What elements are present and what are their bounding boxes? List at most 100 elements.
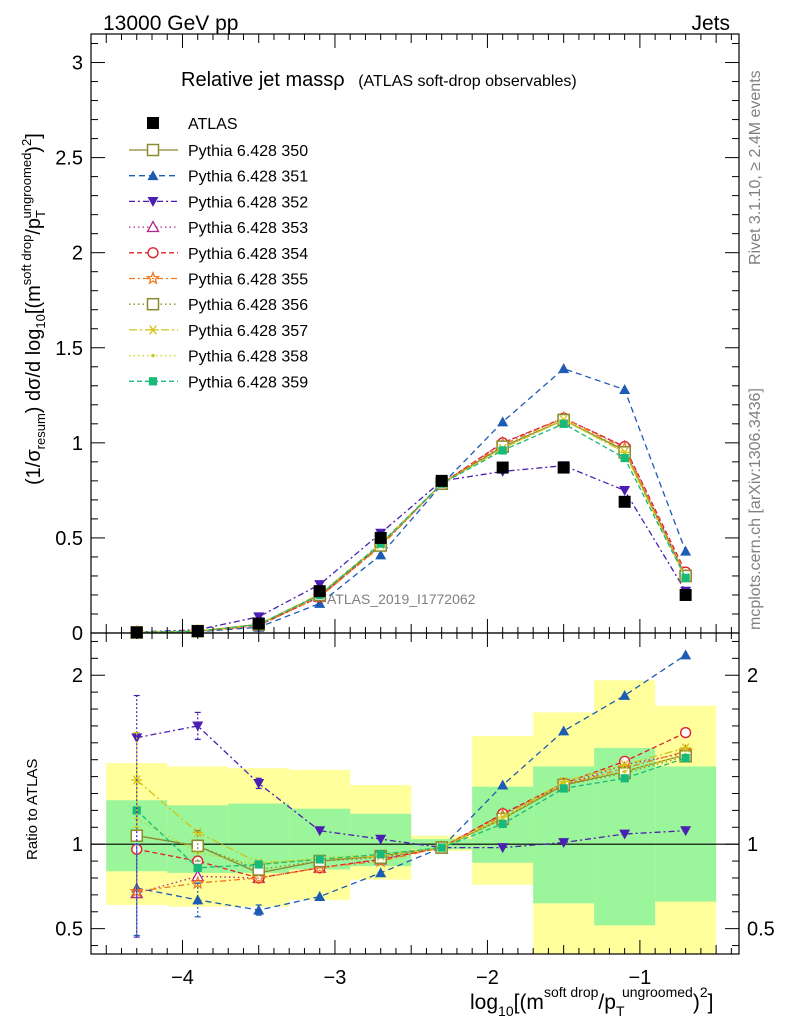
- x-axis-label: log10[(msoft drop/pTungroomed)2]: [470, 984, 713, 1019]
- atlas-point-2: [252, 617, 265, 630]
- series-2-point-3: [314, 580, 326, 591]
- ratio-line-2: [136, 725, 686, 849]
- ratio-9-point-2: [254, 860, 263, 869]
- x-tick-label-2: −2: [476, 967, 499, 989]
- ratio-1-point-7: [558, 725, 570, 736]
- ratio-1-point-9: [680, 649, 692, 660]
- legend-label-4: Pythia 6.428 354: [188, 246, 308, 263]
- ratio-1-point-4: [375, 867, 387, 878]
- x-tick-label-3: −1: [628, 967, 651, 989]
- ratio-9-point-5: [437, 843, 446, 852]
- legend-label-0: Pythia 6.428 350: [188, 143, 308, 160]
- series-9-point-7: [559, 419, 568, 428]
- rivet-label: Rivet 3.1.10, ≥ 2.4M events: [747, 70, 764, 265]
- ratio-6-point-1: [191, 839, 204, 853]
- series-main-2: [131, 461, 692, 638]
- legend-marker-atlas: [147, 117, 159, 129]
- series-2-point-2: [253, 612, 265, 623]
- series-9-point-9: [681, 573, 690, 582]
- ratio-9-point-4: [376, 850, 385, 859]
- header-process: Jets: [691, 12, 730, 35]
- ratio-9-point-6: [498, 819, 507, 829]
- ratio-9-point-9: [681, 753, 690, 763]
- ratio-7-point-9: [680, 743, 692, 753]
- legend-label-6: Pythia 6.428 356: [188, 297, 308, 314]
- legend-marker-4: [147, 247, 159, 259]
- analysis-watermark: ATLAS_2019_I1772062: [327, 591, 476, 607]
- legend-label-7: Pythia 6.428 357: [188, 323, 308, 340]
- series-1-point-3: [314, 598, 326, 608]
- chart-title: Relative jet massρ (ATLAS soft-drop obse…: [181, 69, 577, 91]
- legend-label-9: Pythia 6.428 359: [188, 374, 308, 391]
- ratio-8-point-7: [561, 781, 566, 786]
- ratio-tick-label-left-1: 1: [72, 834, 83, 856]
- legend-label-5: Pythia 6.428 355: [188, 272, 308, 289]
- legend-label-2: Pythia 6.428 352: [188, 194, 308, 211]
- atlas-point-6: [496, 461, 509, 474]
- atlas-point-4: [374, 531, 387, 544]
- legend-marker-7: [147, 325, 159, 335]
- y-tick-label-1: 0.5: [55, 528, 83, 550]
- ratio-line-5: [136, 750, 686, 893]
- legend-marker-0: [146, 143, 160, 157]
- series-1-point-4: [375, 549, 387, 560]
- ratio-line-7: [136, 747, 686, 864]
- ratio-2-point-7: [558, 838, 570, 848]
- legend-label-atlas: ATLAS: [188, 116, 238, 133]
- atlas-point-3: [313, 585, 326, 598]
- y-tick-label-6: 3: [72, 53, 83, 75]
- y-tick-label-5: 2.5: [55, 148, 83, 170]
- main-panel: [129, 363, 693, 639]
- chart-title-main: Relative jet massρ: [181, 69, 345, 91]
- atlas-point-9: [679, 588, 692, 601]
- atlas-point-7: [557, 461, 570, 474]
- ratio-8-point-6: [500, 817, 505, 821]
- ratio-2-point-8: [619, 829, 631, 840]
- ratio-9-point-1: [193, 863, 202, 872]
- ratio-9-point-3: [315, 855, 324, 864]
- ratio-5-point-1: [190, 875, 205, 890]
- legend-marker-2: [147, 197, 159, 207]
- ratio-2-point-9: [680, 826, 692, 837]
- ratio-y-axis-label: Ratio to ATLAS: [24, 759, 41, 860]
- legend-marker-9: [148, 377, 158, 386]
- ratio-7-point-8: [619, 759, 631, 770]
- ratio-tick-label-right-0: 0.5: [747, 919, 775, 941]
- ratio-bands: [91, 680, 739, 954]
- ratio-9-point-7: [559, 784, 568, 793]
- y-tick-label-3: 1.5: [55, 338, 83, 360]
- axes: −4 −3 −2 −1 0 0.5 1 1.5 2 2.5 3 0.5 0.5 1 1 2 2: [55, 34, 775, 989]
- y-tick-label-2: 1: [72, 433, 83, 455]
- atlas-point-8: [618, 495, 631, 508]
- legend-marker-6: [146, 297, 160, 311]
- legend-label-8: Pythia 6.428 358: [188, 349, 308, 366]
- ratio-panel: [129, 649, 693, 938]
- x-tick-label-1: −3: [324, 967, 347, 989]
- ratio-4-point-9: [679, 727, 692, 739]
- series-9-point-6: [498, 446, 507, 455]
- ratio-2-point-3: [314, 826, 326, 837]
- ratio-1-point-6: [497, 779, 509, 790]
- y-tick-label-0: 0: [72, 623, 83, 645]
- series-1-point-6: [497, 416, 509, 427]
- ratio-line-1: [136, 654, 686, 911]
- legend-label-1: Pythia 6.428 351: [188, 169, 308, 186]
- ratio-tick-label-right-1: 1: [747, 834, 758, 856]
- legend-marker-5: [145, 270, 161, 285]
- legend-marker-8: [151, 353, 155, 358]
- ratio-9-point-8: [620, 774, 629, 783]
- legend-label-3: Pythia 6.428 353: [188, 220, 308, 237]
- series-1-point-7: [558, 363, 570, 374]
- series-line-8: [136, 419, 687, 634]
- x-tick-label-0: −4: [171, 967, 194, 989]
- legend-marker-1: [147, 170, 159, 181]
- atlas-point-5: [435, 474, 448, 487]
- ratio-1-point-3: [314, 891, 326, 901]
- y-axis-label: (1/σresum) dσ/d log10[(msoft drop/pTungr…: [19, 133, 48, 485]
- legend-marker-3: [146, 220, 160, 233]
- ratio-line-0: [136, 753, 686, 874]
- legend: ATLAS Pythia 6.428 350 Pythia 6.428 351 Py…: [129, 116, 308, 391]
- series-9-point-8: [620, 453, 629, 463]
- series-2-point-8: [619, 485, 631, 496]
